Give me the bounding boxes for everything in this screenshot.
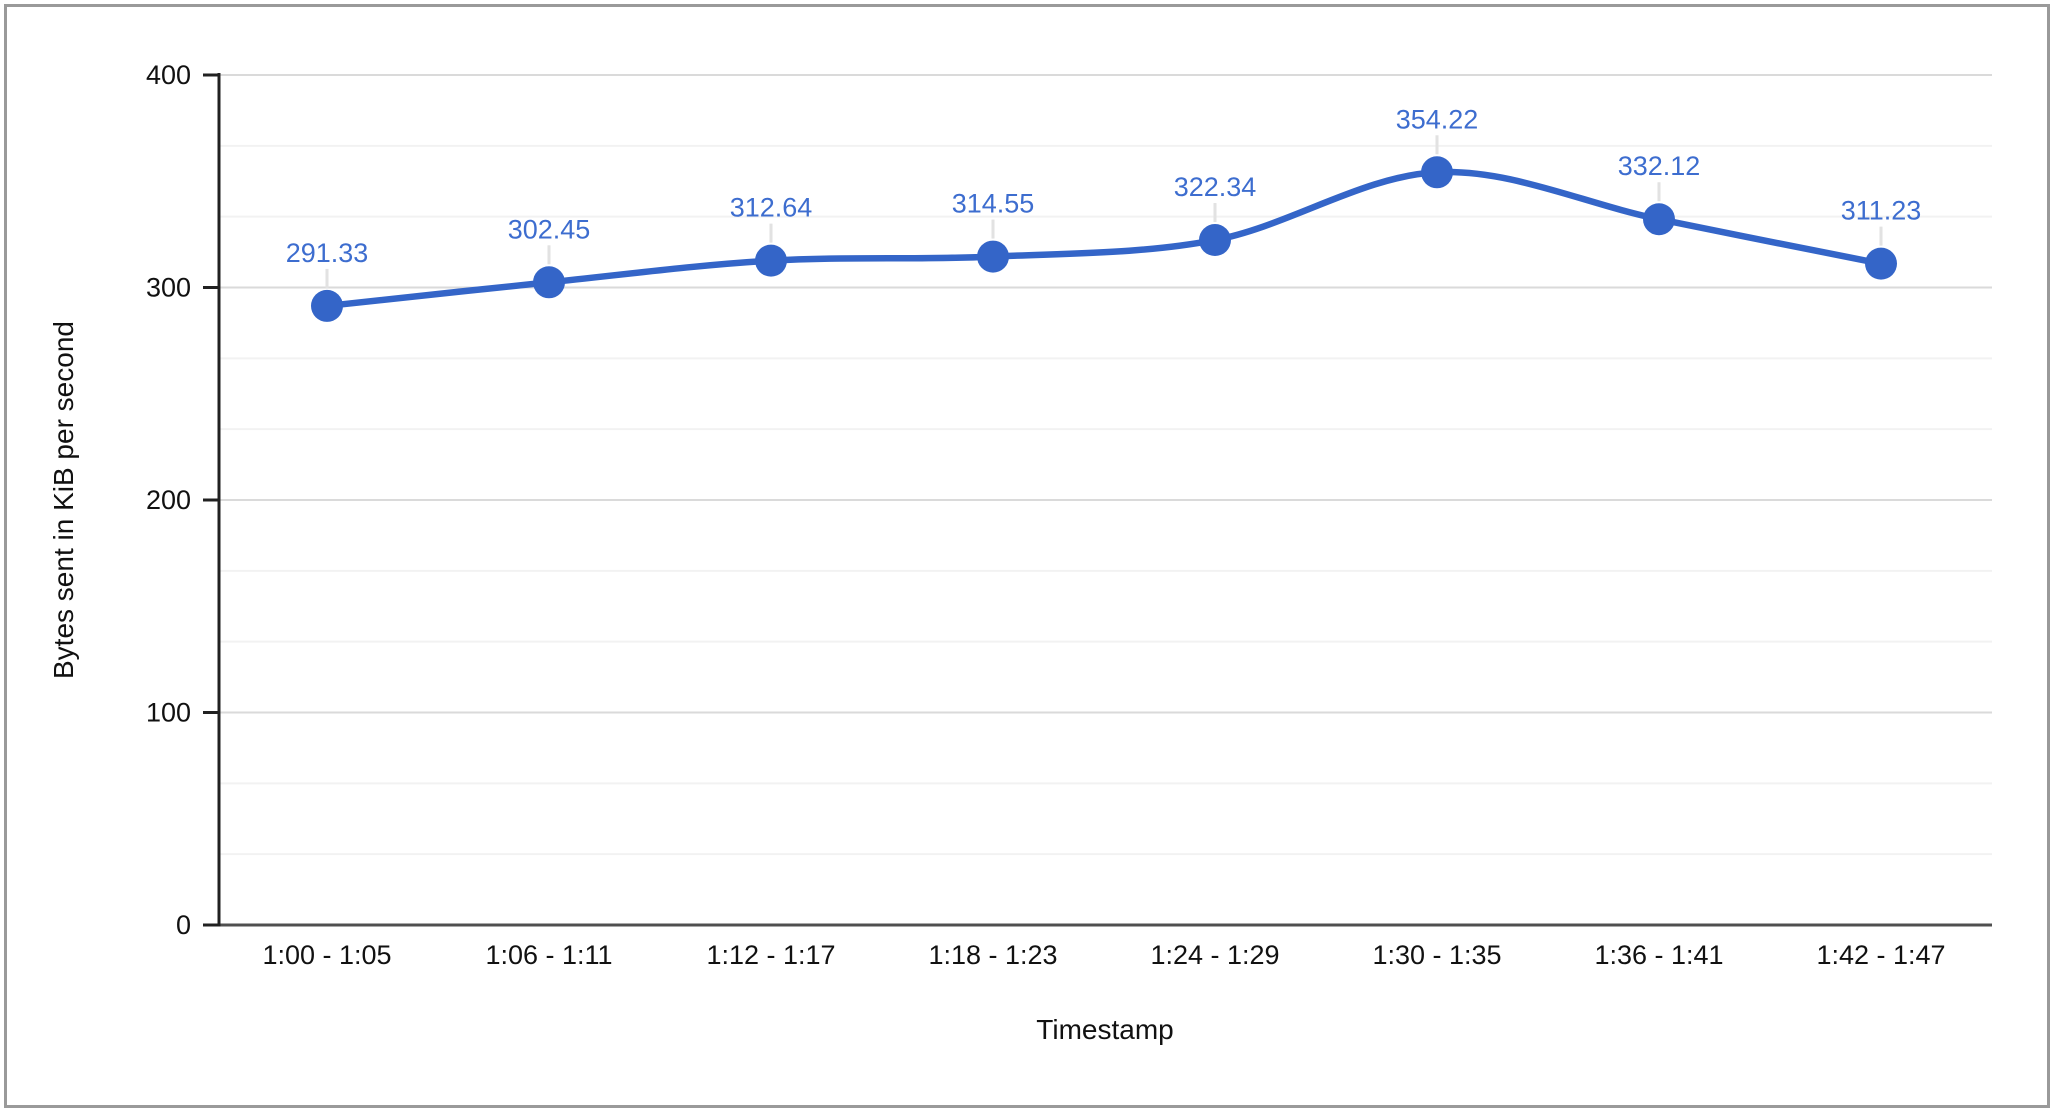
x-tick-label: 1:18 - 1:23: [928, 940, 1057, 970]
x-tick-label: 1:30 - 1:35: [1372, 940, 1501, 970]
x-tick-label: 1:24 - 1:29: [1150, 940, 1279, 970]
x-tick-label: 1:36 - 1:41: [1594, 940, 1723, 970]
data-point-marker[interactable]: [755, 244, 787, 277]
x-tick-label: 1:06 - 1:11: [485, 940, 612, 970]
x-tick-label: 1:12 - 1:17: [706, 940, 835, 970]
data-point-marker[interactable]: [1865, 247, 1897, 280]
y-tick-label: 400: [146, 60, 191, 90]
data-point-marker[interactable]: [1643, 203, 1675, 236]
series-line: [323, 168, 1885, 310]
data-point-label: 302.45: [508, 214, 591, 244]
x-axis-title: Timestamp: [1036, 1014, 1174, 1045]
data-point-label: 311.23: [1841, 196, 1922, 226]
data-point-label: 291.33: [286, 238, 369, 268]
data-point-marker[interactable]: [977, 240, 1009, 273]
y-tick-label: 200: [146, 485, 191, 515]
data-point-label: 314.55: [952, 189, 1035, 219]
y-tick-label: 100: [146, 698, 191, 728]
y-tick-label: 300: [146, 273, 191, 303]
data-point-label: 312.64: [730, 193, 813, 223]
data-point-marker[interactable]: [311, 289, 343, 322]
data-point-label: 332.12: [1618, 151, 1701, 181]
x-tick-label: 1:42 - 1:47: [1816, 940, 1945, 970]
y-tick-label: 0: [176, 910, 191, 940]
y-axis-title: Bytes sent in KiB per second: [48, 321, 79, 679]
data-point-marker[interactable]: [533, 266, 565, 299]
x-tick-label: 1:00 - 1:05: [262, 940, 391, 970]
data-point-label: 354.22: [1396, 104, 1479, 134]
data-point-marker[interactable]: [1421, 156, 1453, 189]
data-point-marker[interactable]: [1199, 224, 1231, 257]
data-point-label: 322.34: [1174, 172, 1257, 202]
